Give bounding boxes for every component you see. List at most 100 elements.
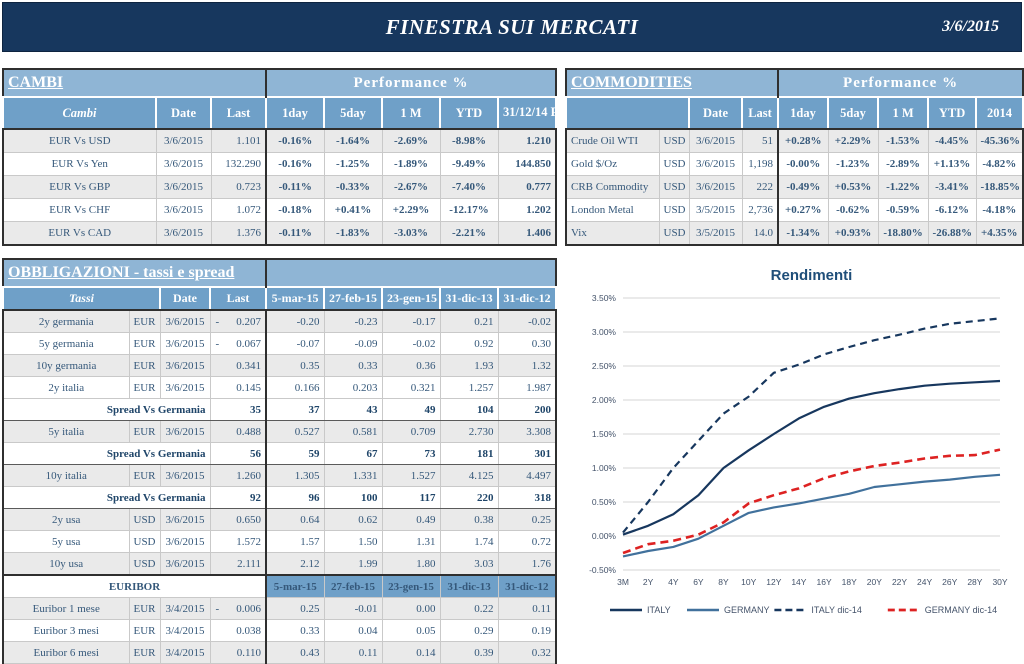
y-tick-label: 2.00% xyxy=(592,395,617,405)
history-cell: 0.05 xyxy=(381,619,441,642)
history-cell: 0.527 xyxy=(265,420,325,443)
history-cell: 0.11 xyxy=(323,641,383,664)
currency-cell: USD xyxy=(128,530,161,553)
perf-cell: -2.69% xyxy=(381,128,441,153)
history-cell: 1.80 xyxy=(381,552,441,576)
y-tick-label: -0.50% xyxy=(589,565,616,575)
history-cell: 4.125 xyxy=(439,464,499,487)
rendimenti-chart-svg: 3.50% 3.00% 2.50% 2.00% 1.50% 1.00% 0.50% 0.00%… xyxy=(589,267,1008,615)
x-tick-label: 30Y xyxy=(992,577,1007,587)
date-cell: 3/6/2015 xyxy=(159,376,211,399)
cambi-col-last: Last xyxy=(210,96,267,130)
last-value: 0.488 xyxy=(236,425,262,438)
spread-label: Spread Vs Germania xyxy=(2,442,211,465)
date-cell: 3/6/2015 xyxy=(688,175,743,199)
history-cell: 1.331 xyxy=(323,464,383,487)
last-cell: 0.038 xyxy=(209,619,267,642)
perf-cell: -0.11% xyxy=(265,175,325,199)
cambi-col-5day: 5day xyxy=(323,96,383,130)
perf-cell: +0.41% xyxy=(323,198,383,222)
history-cell: 1.305 xyxy=(265,464,325,487)
spread-value: 96 xyxy=(265,486,325,509)
history-cell: 0.62 xyxy=(323,508,383,531)
last-value: 0.341 xyxy=(236,359,262,372)
series-line-germany-dic-14 xyxy=(622,448,1001,555)
history-cell: 2.730 xyxy=(439,420,499,443)
commodity-row: London Metal USD 3/5/2015 2,736 +0.27% -0.62%… xyxy=(565,198,1024,222)
currency-cell: USD xyxy=(658,198,690,222)
bond-rate-row: 2y germania EUR 3/6/2015-0.207 -0.20 -0.23 -0… xyxy=(2,309,557,333)
perf-cell: -1.25% xyxy=(323,152,383,176)
history-cell: 0.14 xyxy=(381,641,441,664)
currency-cell: USD xyxy=(658,152,690,176)
perf-cell: -1.83% xyxy=(323,221,383,246)
x-tick-label: 12Y xyxy=(766,577,781,587)
history-cell: -0.02 xyxy=(497,309,557,333)
history-cell: 0.36 xyxy=(381,354,441,377)
cambi-col-1day: 1day xyxy=(265,96,325,130)
history-cell: 0.92 xyxy=(439,332,499,355)
history-cell: 1.57 xyxy=(265,530,325,553)
minus-sign: - xyxy=(215,337,220,350)
x-tick-label: 18Y xyxy=(842,577,857,587)
commodity-row: Gold $/Oz USD 3/6/2015 1,198 -0.00% -1.23% -2.… xyxy=(565,152,1024,176)
bond-rate-row: 10y italia EUR 3/6/2015 1.260 1.305 1.331 1.52… xyxy=(2,464,557,487)
history-cell: 1.527 xyxy=(381,464,441,487)
perf-cell: +0.53% xyxy=(827,175,879,199)
history-cell: 0.00 xyxy=(381,597,441,620)
date-cell: 3/6/2015 xyxy=(159,530,211,553)
commodities-col-5day: 5day xyxy=(827,96,880,130)
cambi-title-row: CAMBI Performance % xyxy=(3,69,557,97)
perf-cell: +2.29% xyxy=(381,198,441,222)
history-cell: 0.203 xyxy=(323,376,383,399)
spread-value: 43 xyxy=(323,398,383,421)
history-cell: -0.20 xyxy=(265,309,325,333)
perf-cell: -2.89% xyxy=(877,152,929,176)
currency-pair-label: EUR Vs CAD xyxy=(2,221,157,246)
date-cell: 3/5/2015 xyxy=(688,198,743,222)
euribor-section-label: EURIBOR xyxy=(2,574,267,598)
perf-cell: -18.80% xyxy=(877,221,929,246)
commodities-col-1day: 1day xyxy=(777,96,830,130)
currency-cell: EUR xyxy=(128,332,161,355)
last-cell: 2.111 xyxy=(209,552,267,576)
cambi-performance-header: Performance % xyxy=(264,69,557,97)
bond-label: Euribor 3 mesi xyxy=(2,619,130,642)
spread-value: 67 xyxy=(323,442,383,465)
cambi-col-name: Cambi xyxy=(2,96,157,130)
commodity-label: London Metal xyxy=(565,198,660,222)
commodities-col-date: Date xyxy=(688,96,743,130)
history-cell: -0.07 xyxy=(265,332,325,355)
x-tick-label: 26Y xyxy=(942,577,957,587)
spread-row: Spread Vs Germania 92 96 100 117 220 318 xyxy=(2,486,557,509)
date-cell: 3/6/2015 xyxy=(159,420,211,443)
last-value: 0.145 xyxy=(236,381,262,394)
legend-label: GERMANY dic-14 xyxy=(925,605,997,615)
date-cell: 3/4/2015 xyxy=(159,619,211,642)
last-cell: 132.290 xyxy=(210,152,267,176)
last-cell: - 0.067 xyxy=(209,332,267,355)
perf-cell: +1.13% xyxy=(927,152,977,176)
commodities-section-title: COMMODITIES xyxy=(566,69,779,97)
date-col-header: 23-gen-15 xyxy=(381,574,441,598)
cambi-col-date: Date xyxy=(155,96,212,130)
last-cell: 0.723 xyxy=(210,175,267,199)
history-cell: 1.50 xyxy=(323,530,383,553)
bond-label: 2y usa xyxy=(2,508,130,531)
perf-cell: +0.28% xyxy=(777,128,829,153)
bond-rate-row: Euribor 6 mesi EUR 3/4/2015 0.110 0.43 0.11 0.… xyxy=(2,641,557,664)
spread-value: 37 xyxy=(265,398,325,421)
bond-label: 10y italia xyxy=(2,464,130,487)
x-tick-label: 3M xyxy=(617,577,629,587)
obbligazioni-table: OBBLIGAZIONI - tassi e spread Tassi Date… xyxy=(2,258,558,664)
bond-label: 5y italia xyxy=(2,420,130,443)
obbligazioni-col-date2: 27-feb-15 xyxy=(323,286,384,311)
date-cell: 3/6/2015 xyxy=(688,128,743,153)
cambi-row: EUR Vs Yen 3/6/2015 132.290 -0.16% -1.25% -1.… xyxy=(2,152,557,176)
y-tick-label: 3.50% xyxy=(592,293,617,303)
history-cell: 0.30 xyxy=(497,332,557,355)
perf-cell: +0.93% xyxy=(827,221,879,246)
perf-cell: +0.27% xyxy=(777,198,829,222)
perf-cell: -1.89% xyxy=(381,152,441,176)
commodity-label: CRB Commodity xyxy=(565,175,660,199)
